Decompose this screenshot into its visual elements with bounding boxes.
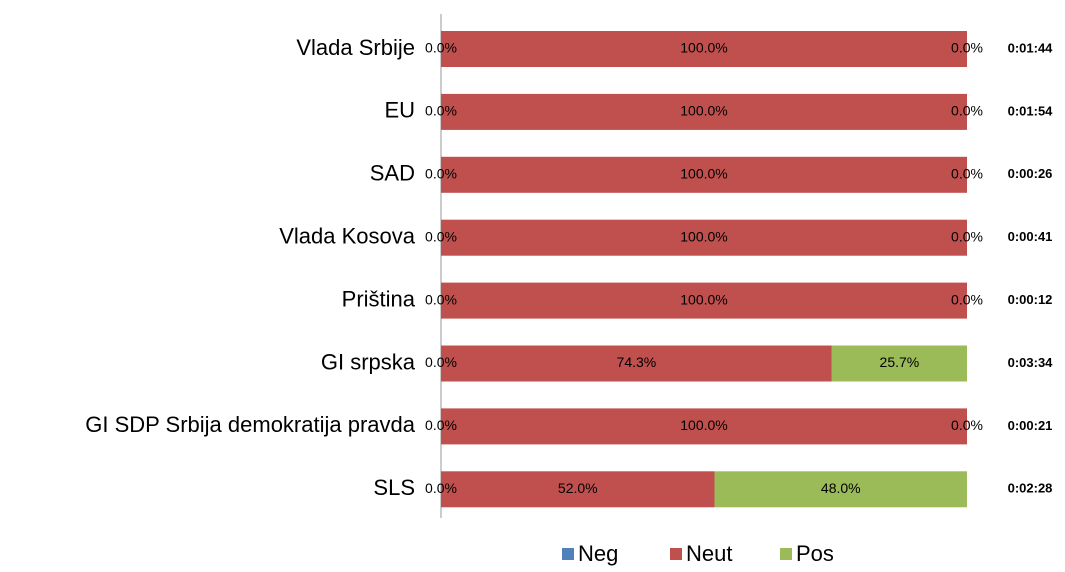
- legend-swatch: [670, 548, 682, 560]
- duration-label: 0:00:12: [1008, 292, 1053, 307]
- value-label: 52.0%: [558, 480, 598, 496]
- value-label: 0.0%: [951, 291, 983, 307]
- category-label: SLS: [373, 475, 415, 500]
- value-label: 0.0%: [425, 228, 457, 244]
- value-label: 0.0%: [425, 103, 457, 119]
- value-label: 0.0%: [951, 40, 983, 56]
- value-label: 0.0%: [951, 228, 983, 244]
- bar-segment: [441, 282, 967, 319]
- value-label: 0.0%: [951, 103, 983, 119]
- legend-label: Pos: [796, 541, 834, 566]
- bar-segment: [441, 471, 715, 508]
- duration-label: 0:03:34: [1008, 355, 1054, 370]
- value-label: 0.0%: [425, 166, 457, 182]
- legend-swatch: [562, 548, 574, 560]
- legend-label: Neg: [578, 541, 618, 566]
- category-label: Vlada Srbije: [296, 35, 415, 60]
- value-label: 0.0%: [425, 291, 457, 307]
- duration-label: 0:00:21: [1008, 418, 1053, 433]
- value-label: 0.0%: [425, 480, 457, 496]
- bar-segment: [714, 471, 967, 508]
- value-label: 0.0%: [951, 417, 983, 433]
- category-label: GI SDP Srbija demokratija pravda: [85, 412, 416, 437]
- value-label: 74.3%: [617, 354, 657, 370]
- bar-segment: [441, 156, 967, 193]
- value-label: 0.0%: [425, 40, 457, 56]
- duration-label: 0:00:41: [1008, 229, 1053, 244]
- category-label: GI srpska: [321, 349, 416, 374]
- value-label: 0.0%: [951, 166, 983, 182]
- bar-segment: [441, 345, 832, 382]
- bar-segment: [441, 93, 967, 130]
- legend-label: Neut: [686, 541, 732, 566]
- duration-label: 0:01:44: [1008, 40, 1054, 55]
- category-label: Vlada Kosova: [279, 224, 416, 249]
- bar-segment: [441, 31, 967, 67]
- bar-segment: [441, 408, 967, 445]
- bar-segment: [441, 219, 967, 256]
- value-label: 48.0%: [821, 480, 861, 496]
- category-label: Priština: [342, 286, 416, 311]
- legend-swatch: [780, 548, 792, 560]
- category-label: SAD: [370, 161, 415, 186]
- value-label: 100.0%: [680, 40, 727, 56]
- value-label: 100.0%: [680, 166, 727, 182]
- category-label: EU: [384, 98, 415, 123]
- duration-label: 0:01:54: [1008, 103, 1054, 118]
- value-label: 100.0%: [680, 417, 727, 433]
- value-label: 0.0%: [425, 417, 457, 433]
- bar-segment: [831, 345, 967, 382]
- value-label: 100.0%: [680, 103, 727, 119]
- value-label: 100.0%: [680, 291, 727, 307]
- value-label: 100.0%: [680, 228, 727, 244]
- duration-label: 0:00:26: [1008, 166, 1053, 181]
- duration-label: 0:02:28: [1008, 481, 1053, 496]
- value-label: 25.7%: [880, 354, 920, 370]
- value-label: 0.0%: [425, 354, 457, 370]
